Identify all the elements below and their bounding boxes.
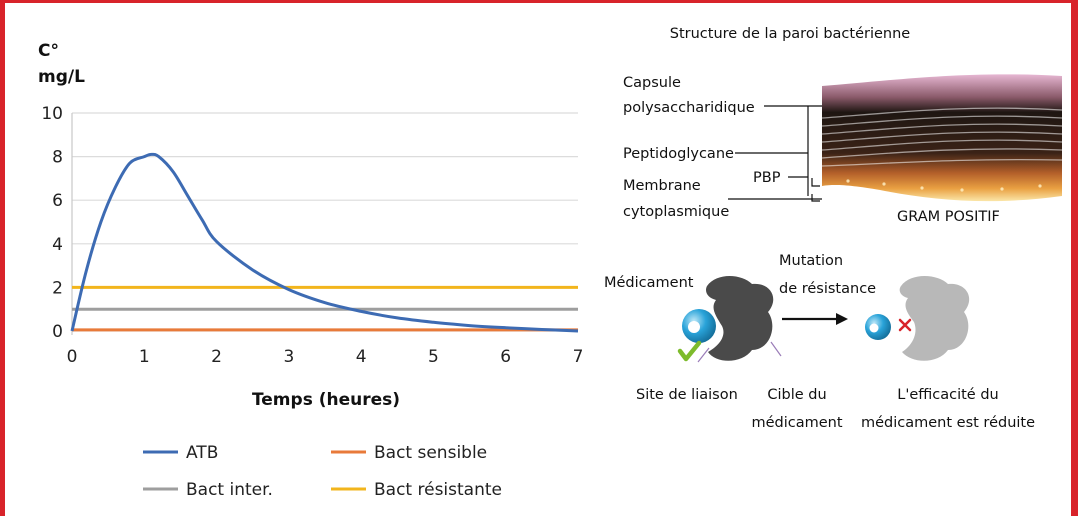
label-capsule-line1: Capsule [623, 75, 681, 91]
label-peptidoglycane: Peptidoglycane [623, 146, 734, 162]
y-axis-label-unit-2: mg/L [38, 67, 85, 87]
pointer-drug-target [770, 341, 782, 357]
resistance-mechanism-diagram: Médicament Mutation de résistance Site d… [604, 253, 1035, 431]
label-site-de-liaison: Site de liaison [636, 387, 738, 403]
x-axis-label: Temps (heures) [252, 390, 400, 410]
y-tick-label: 4 [52, 235, 63, 255]
series-line-atb [70, 152, 579, 333]
cell-wall-diagram: Structure de la paroi bactérienne [623, 26, 1062, 225]
y-tick-label: 6 [52, 191, 63, 211]
label-pbp: PBP [753, 170, 781, 186]
cell-wall-leader-lines [728, 105, 822, 202]
label-mutation-line2: de résistance [779, 281, 876, 297]
frame-right-border [1071, 0, 1078, 516]
x-tick-label: 7 [573, 347, 584, 367]
chart-legend: ATB Bact sensible Bact inter. Bact résis… [143, 443, 502, 500]
x-tick-label: 3 [283, 347, 294, 367]
legend-label-bact-inter: Bact inter. [186, 480, 273, 500]
label-gram-positif: GRAM POSITIF [897, 209, 1000, 225]
drug-molecule-icon [682, 309, 716, 343]
label-capsule-line2: polysaccharidique [623, 100, 755, 116]
drug-target-mutated [899, 276, 970, 361]
label-cible-line2: médicament [751, 415, 842, 431]
y-tick-label: 0 [52, 322, 63, 342]
y-tick-labels: 0 2 4 6 8 10 [41, 104, 63, 342]
label-mutation-line1: Mutation [779, 253, 843, 269]
x-tick-labels: 0 1 2 3 4 5 6 7 [67, 347, 584, 367]
legend-label-bact-resistante: Bact résistante [374, 480, 502, 500]
x-tick-label: 1 [139, 347, 150, 367]
pointer-binding-site [697, 347, 710, 363]
y-tick-label: 10 [41, 104, 63, 124]
arrow-right-icon [836, 313, 848, 325]
x-tick-label: 5 [428, 347, 439, 367]
label-efficacite-line2: médicament est réduite [861, 415, 1035, 431]
check-icon [677, 340, 702, 362]
frame-top-border [0, 0, 1078, 3]
y-tick-label: 2 [52, 278, 63, 298]
x-tick-label: 4 [356, 347, 367, 367]
x-tick-label: 6 [500, 347, 511, 367]
label-medicament: Médicament [604, 275, 694, 291]
drug-target-original [706, 276, 774, 361]
y-tick-label: 8 [52, 148, 63, 168]
label-cible-line1: Cible du [767, 387, 826, 403]
legend-label-bact-sensible: Bact sensible [374, 443, 487, 463]
chart-series [70, 152, 579, 333]
x-tick-label: 2 [211, 347, 222, 367]
drug-molecule-mutated-icon [865, 314, 891, 340]
cross-icon [898, 318, 912, 332]
y-axis-label-unit-1: C° [38, 41, 59, 61]
label-efficacite-line1: L'efficacité du [897, 387, 998, 403]
label-membrane-line1: Membrane [623, 178, 701, 194]
legend-label-atb: ATB [186, 443, 218, 463]
x-tick-label: 0 [67, 347, 78, 367]
frame-left-border [0, 0, 5, 516]
label-membrane-line2: cytoplasmique [623, 204, 729, 220]
concentration-chart: C° mg/L 0 2 4 6 8 10 0 1 2 3 4 5 6 7 Temps (heures) [38, 41, 583, 410]
cell-wall-image [822, 74, 1062, 202]
cell-wall-title: Structure de la paroi bactérienne [670, 26, 911, 42]
